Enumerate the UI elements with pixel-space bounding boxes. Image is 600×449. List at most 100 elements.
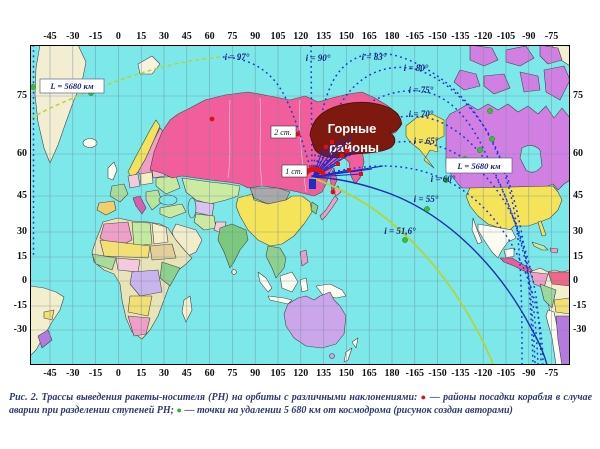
brazil-patch-yellow xyxy=(43,309,55,321)
trajectory-i55 xyxy=(312,176,548,365)
lon-tick-bottom: 45 xyxy=(181,368,192,379)
sri-lanka xyxy=(231,269,237,275)
lat-tick-right: -15 xyxy=(573,300,587,311)
distance-label-right-text: L = 5680 км xyxy=(456,161,500,171)
mexico xyxy=(477,223,517,259)
tasmania xyxy=(329,353,335,359)
lon-tick-bottom: 135 xyxy=(316,368,332,379)
lon-tick-bottom: -105 xyxy=(496,368,516,379)
stage-landing-square xyxy=(336,162,340,166)
yucatan xyxy=(503,247,515,259)
balkans xyxy=(145,189,163,211)
lon-tick-top: 60 xyxy=(204,31,215,42)
stage-fan-line xyxy=(312,148,324,178)
east-africa xyxy=(159,261,181,287)
red-dot-legend-icon: ● xyxy=(420,392,427,402)
lon-tick-top: 150 xyxy=(338,31,354,42)
lon-tick-top: -165 xyxy=(405,31,424,42)
lon-tick-top: -15 xyxy=(88,31,103,42)
lon-tick-bottom: 75 xyxy=(227,368,238,379)
distance-5680km-dot xyxy=(402,237,408,243)
trajectory-i75 xyxy=(312,90,536,365)
caspian-sea xyxy=(187,197,197,219)
lon-tick-bottom: 15 xyxy=(136,368,147,379)
lon-tick-bottom: -30 xyxy=(66,368,80,379)
label-i75: i = 75° xyxy=(409,85,434,95)
lon-tick-bottom: 120 xyxy=(293,368,309,379)
caption-part3: — точки на удалении 5 680 км от космодро… xyxy=(181,405,513,416)
lon-tick-top: 135 xyxy=(316,31,332,42)
lon-tick-top: 90 xyxy=(250,31,261,42)
stage-landing-square xyxy=(330,140,334,144)
greenland xyxy=(34,45,87,164)
lat-tick-right: 75 xyxy=(573,90,583,101)
stage1-label: 1 ст. xyxy=(281,164,308,178)
distance-5680km-dot xyxy=(424,206,430,212)
lat-tick-left: 60 xyxy=(17,148,27,159)
trajectory-i80 xyxy=(312,66,534,365)
lon-tick-top: 180 xyxy=(384,31,400,42)
label-i83: i = 83° xyxy=(362,52,387,62)
distance-5680km-dot xyxy=(489,136,495,142)
caption-part2: — районы посадки корабля в случае аварии… xyxy=(9,392,593,416)
stage-fan-line xyxy=(312,154,337,178)
sulawesi xyxy=(299,277,309,293)
stage2-text: 2 ст. xyxy=(274,128,291,137)
uk xyxy=(107,161,118,181)
lat-tick-right: 15 xyxy=(573,251,583,262)
lon-tick-top: 165 xyxy=(361,31,377,42)
lon-tick-top: -90 xyxy=(522,31,536,42)
lon-tick-bottom: 150 xyxy=(338,368,354,379)
distance-label-right-box xyxy=(445,157,513,174)
lon-tick-bottom: 90 xyxy=(250,368,261,379)
distance-5680km-dot xyxy=(477,147,483,153)
landing-area-dot xyxy=(295,131,301,137)
lat-tick-right: 30 xyxy=(573,226,583,237)
label-i97: i = 97° xyxy=(225,52,250,62)
cuba xyxy=(531,241,549,251)
lon-tick-top: -105 xyxy=(496,31,516,42)
trajectory-i97 xyxy=(219,56,314,178)
map-border xyxy=(30,45,570,365)
sahel xyxy=(99,239,151,259)
stage-landing-square xyxy=(359,172,363,176)
poland xyxy=(139,171,154,186)
new-zealand xyxy=(343,337,359,363)
lat-tick-left: 0 xyxy=(22,275,27,286)
black-sea xyxy=(158,194,178,206)
lat-tick-left: -30 xyxy=(13,324,27,335)
lon-tick-top: -135 xyxy=(451,31,470,42)
lon-tick-top: 75 xyxy=(227,31,238,42)
mountain-regions-label-2: районы xyxy=(329,140,379,155)
distance-5680km-dot xyxy=(487,108,493,114)
stage1-text: 1 ст. xyxy=(285,167,302,176)
lon-tick-bottom: -75 xyxy=(544,368,559,379)
lat-tick-left: 45 xyxy=(17,190,27,201)
stage-fan-line xyxy=(312,173,362,178)
iran xyxy=(193,213,217,231)
lon-tick-top: 0 xyxy=(115,31,121,42)
lon-tick-top: -120 xyxy=(474,31,493,42)
lon-tick-top: 15 xyxy=(136,31,147,42)
lon-tick-top: -75 xyxy=(544,31,559,42)
baja xyxy=(471,217,483,245)
germany xyxy=(127,173,141,189)
lon-tick-bottom: 180 xyxy=(384,368,400,379)
korea xyxy=(310,201,319,215)
west-africa xyxy=(91,253,117,271)
lon-tick-bottom: -45 xyxy=(43,368,57,379)
stage-landing-square xyxy=(345,149,349,153)
sudan xyxy=(149,243,177,261)
distance-5680km-dot xyxy=(30,84,36,90)
south-africa xyxy=(127,315,151,337)
lat-tick-right: 45 xyxy=(573,190,583,201)
lon-tick-top: 105 xyxy=(270,31,286,42)
sumatra xyxy=(257,271,273,293)
caption-fig-label: Рис. 2. xyxy=(9,392,39,403)
peru xyxy=(539,283,557,309)
label-i60: i = 60° xyxy=(431,174,456,184)
venezuela xyxy=(547,271,570,287)
lon-tick-bottom: 105 xyxy=(270,368,286,379)
lat-tick-left: -15 xyxy=(13,300,27,311)
